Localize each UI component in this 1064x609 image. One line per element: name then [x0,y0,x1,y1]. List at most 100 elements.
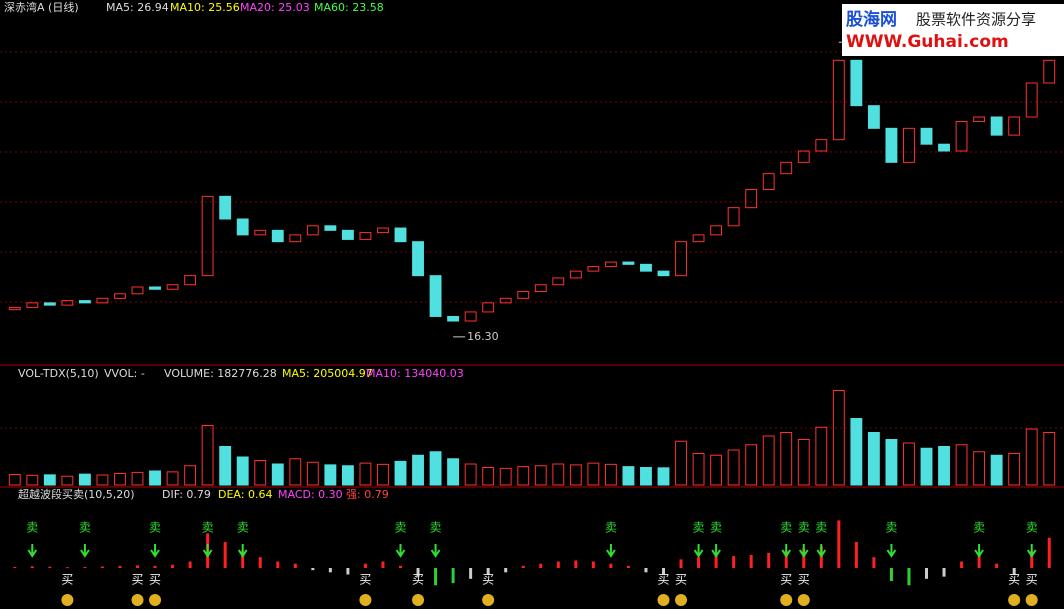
candle [78,300,91,304]
volume-bar [850,418,863,486]
sell-label: 卖 [26,521,38,535]
volume-bar [867,432,880,486]
strong: 强: 0.79 [346,488,389,501]
buy-label: 买 [412,573,424,587]
candle [219,195,232,220]
ma5: MA5: 26.94 [106,1,169,14]
macd-bar [749,555,753,568]
sell-arrow [80,544,90,558]
candle [762,173,775,191]
candle [184,275,197,286]
macd-bar [136,565,139,568]
vol-title: VOL-TDX(5,10) [18,367,99,380]
volume-bar [587,462,600,486]
macd-bar [609,563,613,568]
sell-arrow [798,544,809,558]
sell-label: 卖 [693,521,705,535]
candle [377,227,389,234]
candle [885,127,898,163]
buy-label: 买 [359,573,371,587]
candle [114,293,126,299]
candle [131,286,144,295]
candle [920,127,933,145]
candle [464,311,477,322]
watermark-slogan: 股票软件资源分享 [916,11,1036,29]
watermark-url: WWW.Guhai.com [846,32,1009,52]
sell-label: 卖 [394,521,406,535]
macd-bar [539,563,543,568]
sell-label: 卖 [973,521,985,535]
money-bag [149,594,162,606]
candle [8,306,21,311]
vol-ma10: MA10: 134040.03 [366,367,464,380]
sell-arrow [781,544,792,558]
volume-bar [920,447,933,486]
candle [534,284,547,293]
volume-bar [447,458,460,486]
macd-bar [13,566,17,568]
volume-bar [341,465,354,486]
candle [26,302,39,308]
candle [955,121,968,152]
volume-bar [903,442,915,486]
macd-bar [644,568,648,573]
volume-bar [61,475,74,486]
macd-bar [188,561,192,568]
volume-bar [482,467,495,486]
money-bag [1025,594,1038,606]
buy-label: 买 [61,573,73,587]
ma60: MA60: 23.58 [314,1,384,14]
candle [254,229,267,236]
volume-bar [78,473,91,486]
volume-bar [464,463,477,486]
candle [867,105,880,129]
volume-bar [885,439,898,486]
volume-bar [710,454,723,486]
sell-arrow [150,544,160,558]
candle [657,270,670,277]
stock-title: 深赤湾A (日线) [4,0,79,14]
volume-bar [96,474,109,486]
candle [727,207,740,227]
macd-bar [276,561,280,568]
sell-arrow [886,544,897,558]
dif: DIF: 0.79 [162,488,211,501]
candle [236,218,249,236]
macd-bar [626,565,630,568]
volume-bar [517,466,530,486]
macd-bar [504,568,508,573]
macd-bar [434,568,438,586]
volume-bar [114,472,126,486]
macd-bar [65,567,69,569]
money-bag [412,594,425,606]
macd-bar [293,563,297,568]
macd-bar [48,566,52,568]
candle [675,241,687,277]
volume-bar [640,467,652,486]
volume-bar [254,460,267,486]
candle [271,229,284,243]
volume-bar [26,474,39,486]
candle [692,234,705,243]
volume-bar [166,471,179,486]
candle [622,261,635,265]
volume-bar [955,444,968,486]
volume-bar [797,439,810,486]
volume-bar [219,446,232,486]
macd-bar [942,568,946,577]
buy-label: 买 [482,573,494,587]
candle [552,277,565,286]
volume-bar [938,446,950,486]
volume-bar [604,463,617,486]
sell-label: 卖 [79,521,91,535]
volume-bar [201,425,214,486]
volume-bar [394,460,407,486]
vvol: VVOL: - [104,367,145,380]
candle [96,297,109,304]
volume-bar [306,461,319,486]
indicator-title: 超越波段买卖(10,5,20) [18,487,135,501]
volume-bar [569,464,582,486]
macd-bar [837,520,841,568]
volume-bar [236,456,249,486]
